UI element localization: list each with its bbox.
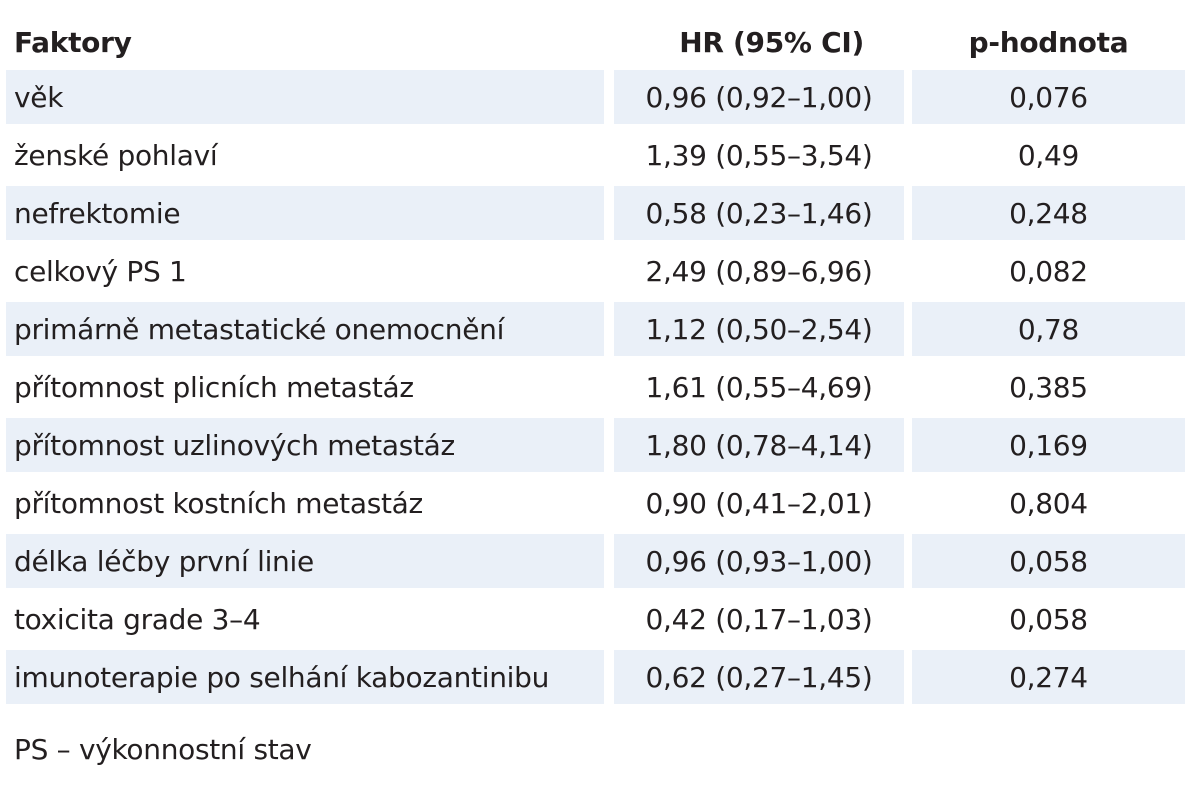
table-row: délka léčby první linie 0,96 (0,93–1,00)… xyxy=(6,534,1187,588)
table-row: primárně metastatické onemocnění 1,12 (0… xyxy=(6,302,1187,356)
p-value-cell: 0,274 xyxy=(912,650,1185,704)
hr-cell: 1,80 (0,78–4,14) xyxy=(614,418,904,472)
results-table: Faktory HR (95% CI) p-hodnota věk 0,96 (… xyxy=(6,14,1187,708)
p-value-cell: 0,385 xyxy=(1009,370,1088,404)
factor-cell: primárně metastatické onemocnění xyxy=(6,302,604,356)
p-value-cell: 0,78 xyxy=(912,302,1185,356)
table-row: ženské pohlaví 1,39 (0,55–3,54) 0,49 xyxy=(6,128,1187,182)
hr-cell: 0,58 (0,23–1,46) xyxy=(614,186,904,240)
table-row: přítomnost plicních metastáz 1,61 (0,55–… xyxy=(6,360,1187,414)
hr-cell: 0,90 (0,41–2,01) xyxy=(645,486,873,520)
factor-cell: ženské pohlaví xyxy=(14,138,218,172)
p-value-cell: 0,058 xyxy=(912,534,1185,588)
p-value-cell: 0,076 xyxy=(912,70,1185,124)
factor-cell: celkový PS 1 xyxy=(14,254,187,288)
p-value-cell: 0,804 xyxy=(1009,486,1088,520)
factor-cell: nefrektomie xyxy=(6,186,604,240)
factor-cell: přítomnost uzlinových metastáz xyxy=(6,418,604,472)
table-row: věk 0,96 (0,92–1,00) 0,076 xyxy=(6,70,1187,124)
p-value-cell: 0,49 xyxy=(1017,138,1080,172)
hr-cell: 0,62 (0,27–1,45) xyxy=(614,650,904,704)
hr-cell: 0,96 (0,93–1,00) xyxy=(614,534,904,588)
factor-cell: přítomnost kostních metastáz xyxy=(14,486,423,520)
table-row: toxicita grade 3–4 0,42 (0,17–1,03) 0,05… xyxy=(6,592,1187,646)
table-row: přítomnost uzlinových metastáz 1,80 (0,7… xyxy=(6,418,1187,472)
table-header-row: Faktory HR (95% CI) p-hodnota xyxy=(6,14,1187,70)
hr-cell: 1,12 (0,50–2,54) xyxy=(614,302,904,356)
factor-cell: imunoterapie po selhání kabozantinibu xyxy=(6,650,604,704)
factor-cell: přítomnost plicních metastáz xyxy=(14,370,414,404)
factor-cell: délka léčby první linie xyxy=(6,534,604,588)
header-hr: HR (95% CI) xyxy=(679,25,864,59)
header-p-value: p-hodnota xyxy=(968,25,1129,59)
hr-cell: 0,42 (0,17–1,03) xyxy=(645,602,873,636)
hr-cell: 0,96 (0,92–1,00) xyxy=(614,70,904,124)
hr-cell: 2,49 (0,89–6,96) xyxy=(645,254,873,288)
factor-cell: věk xyxy=(6,70,604,124)
p-value-cell: 0,248 xyxy=(912,186,1185,240)
p-value-cell: 0,169 xyxy=(912,418,1185,472)
table-row: celkový PS 1 2,49 (0,89–6,96) 0,082 xyxy=(6,244,1187,298)
p-value-cell: 0,082 xyxy=(1009,254,1088,288)
table-footnote: PS – výkonnostní stav xyxy=(14,733,312,766)
table-row: imunoterapie po selhání kabozantinibu 0,… xyxy=(6,650,1187,704)
hr-cell: 1,61 (0,55–4,69) xyxy=(645,370,873,404)
factor-cell: toxicita grade 3–4 xyxy=(14,602,261,636)
p-value-cell: 0,058 xyxy=(1009,602,1088,636)
hr-cell: 1,39 (0,55–3,54) xyxy=(645,138,873,172)
header-factors: Faktory xyxy=(14,25,132,59)
table-row: nefrektomie 0,58 (0,23–1,46) 0,248 xyxy=(6,186,1187,240)
table-row: přítomnost kostních metastáz 0,90 (0,41–… xyxy=(6,476,1187,530)
